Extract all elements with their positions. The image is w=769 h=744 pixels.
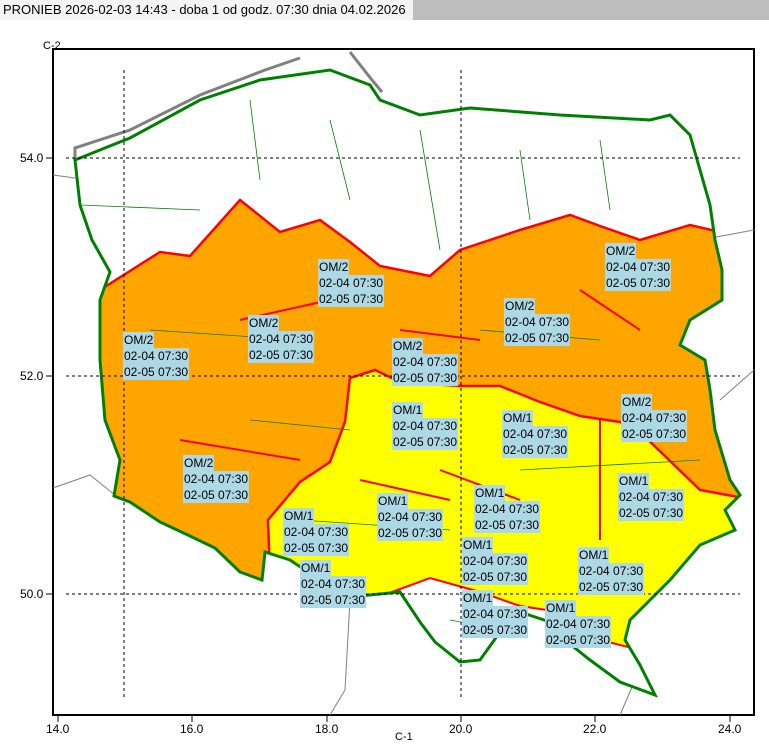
warning-label-to: 02-05 07:30 — [377, 525, 444, 541]
warning-label[interactable]: OM/1 02-04 07:30 02-05 07:30 — [283, 508, 350, 556]
warning-label[interactable]: OM/2 02-04 07:30 02-05 07:30 — [248, 315, 315, 363]
warning-label-from: 02-04 07:30 — [474, 501, 541, 517]
warning-label-to: 02-05 07:30 — [502, 442, 569, 458]
warning-label-to: 02-05 07:30 — [621, 426, 688, 442]
x-tick-label: 14.0 — [46, 722, 70, 736]
warning-label[interactable]: OM/2 02-04 07:30 02-05 07:30 — [318, 259, 385, 307]
x-tick-label: 16.0 — [180, 722, 204, 736]
x-tick-label: 18.0 — [315, 722, 339, 736]
warning-label[interactable]: OM/2 02-04 07:30 02-05 07:30 — [504, 298, 571, 346]
warning-label-from: 02-04 07:30 — [318, 275, 385, 291]
warning-label-code: OM/1 — [300, 560, 332, 576]
x-tick-label: 20.0 — [449, 722, 473, 736]
warning-label-to: 02-05 07:30 — [318, 291, 385, 307]
warning-label-from: 02-04 07:30 — [283, 524, 350, 540]
warning-label[interactable]: OM/1 02-04 07:30 02-05 07:30 — [545, 600, 612, 648]
window-title: PRONIEB 2026-02-03 14:43 - doba 1 od god… — [0, 0, 413, 20]
warning-label-code: OM/2 — [248, 315, 280, 331]
warning-label-code: OM/2 — [504, 298, 536, 314]
warning-label[interactable]: OM/1 02-04 07:30 02-05 07:30 — [462, 590, 529, 638]
warning-label[interactable]: OM/1 02-04 07:30 02-05 07:30 — [392, 402, 459, 450]
warning-label-from: 02-04 07:30 — [462, 606, 529, 622]
warning-label-code: OM/1 — [392, 402, 424, 418]
warning-label-to: 02-05 07:30 — [462, 622, 529, 638]
warning-label[interactable]: OM/1 02-04 07:30 02-05 07:30 — [462, 537, 529, 585]
warning-label[interactable]: OM/1 02-04 07:30 02-05 07:30 — [377, 493, 444, 541]
warning-label-to: 02-05 07:30 — [504, 330, 571, 346]
warning-label-to: 02-05 07:30 — [578, 579, 645, 595]
warning-label-to: 02-05 07:30 — [300, 592, 367, 608]
warning-label-to: 02-05 07:30 — [474, 517, 541, 533]
x-tick-label: 22.0 — [583, 722, 607, 736]
warning-label-from: 02-04 07:30 — [123, 348, 190, 364]
warning-label-code: OM/2 — [123, 332, 155, 348]
warning-label[interactable]: OM/1 02-04 07:30 02-05 07:30 — [474, 485, 541, 533]
warning-label-code: OM/1 — [462, 537, 494, 553]
warning-label-code: OM/2 — [605, 243, 637, 259]
warning-label[interactable]: OM/1 02-04 07:30 02-05 07:30 — [578, 547, 645, 595]
warning-label-from: 02-04 07:30 — [504, 314, 571, 330]
warning-label[interactable]: OM/2 02-04 07:30 02-05 07:30 — [392, 338, 459, 386]
warning-label[interactable]: OM/1 02-04 07:30 02-05 07:30 — [502, 410, 569, 458]
warning-label-code: OM/1 — [283, 508, 315, 524]
warning-label-code: OM/1 — [377, 493, 409, 509]
warning-label-code: OM/1 — [618, 473, 650, 489]
warning-label[interactable]: OM/2 02-04 07:30 02-05 07:30 — [123, 332, 190, 380]
warning-label-from: 02-04 07:30 — [618, 489, 685, 505]
warning-label-to: 02-05 07:30 — [248, 347, 315, 363]
axis-ticks — [46, 157, 731, 722]
y-tick-label: 52.0 — [20, 369, 44, 383]
bottom-label: C-1 — [395, 731, 413, 743]
warning-label-code: OM/1 — [545, 600, 577, 616]
warning-label-code: OM/1 — [502, 410, 534, 426]
warning-label-to: 02-05 07:30 — [605, 275, 672, 291]
warning-label-code: OM/2 — [318, 259, 350, 275]
warning-label[interactable]: OM/2 02-04 07:30 02-05 07:30 — [621, 394, 688, 442]
x-tick-label: 24.0 — [718, 722, 742, 736]
warning-label-to: 02-05 07:30 — [123, 364, 190, 380]
warning-label-from: 02-04 07:30 — [392, 354, 459, 370]
warning-label-to: 02-05 07:30 — [392, 370, 459, 386]
warning-label-from: 02-04 07:30 — [377, 509, 444, 525]
warning-label-code: OM/2 — [392, 338, 424, 354]
warning-label-to: 02-05 07:30 — [618, 505, 685, 521]
warning-label[interactable]: OM/1 02-04 07:30 02-05 07:30 — [300, 560, 367, 608]
warning-label[interactable]: OM/2 02-04 07:30 02-05 07:30 — [605, 243, 672, 291]
warning-label-code: OM/2 — [183, 455, 215, 471]
warning-label-code: OM/1 — [462, 590, 494, 606]
warning-label-to: 02-05 07:30 — [392, 434, 459, 450]
warning-label-from: 02-04 07:30 — [605, 259, 672, 275]
coast-line — [73, 51, 384, 160]
warning-label-from: 02-04 07:30 — [502, 426, 569, 442]
warning-label-from: 02-04 07:30 — [248, 331, 315, 347]
warning-label-from: 02-04 07:30 — [545, 616, 612, 632]
warning-label-from: 02-04 07:30 — [462, 553, 529, 569]
warning-label[interactable]: OM/1 02-04 07:30 02-05 07:30 — [618, 473, 685, 521]
warning-label-to: 02-05 07:30 — [545, 632, 612, 648]
warning-label-code: OM/1 — [578, 547, 610, 563]
warning-label-from: 02-04 07:30 — [621, 410, 688, 426]
y-tick-label: 50.0 — [20, 587, 44, 601]
warning-label-code: OM/2 — [621, 394, 653, 410]
warning-label-to: 02-05 07:30 — [283, 540, 350, 556]
warning-label-from: 02-04 07:30 — [183, 471, 250, 487]
warning-label-to: 02-05 07:30 — [462, 569, 529, 585]
warning-label[interactable]: OM/2 02-04 07:30 02-05 07:30 — [183, 455, 250, 503]
title-bar: PRONIEB 2026-02-03 14:43 - doba 1 od god… — [0, 0, 769, 20]
warning-label-from: 02-04 07:30 — [578, 563, 645, 579]
warning-label-from: 02-04 07:30 — [300, 576, 367, 592]
warning-label-to: 02-05 07:30 — [183, 487, 250, 503]
neighbour-border — [52, 174, 755, 716]
y-tick-label: 54.0 — [20, 151, 44, 165]
warning-label-code: OM/1 — [474, 485, 506, 501]
warning-label-from: 02-04 07:30 — [392, 418, 459, 434]
